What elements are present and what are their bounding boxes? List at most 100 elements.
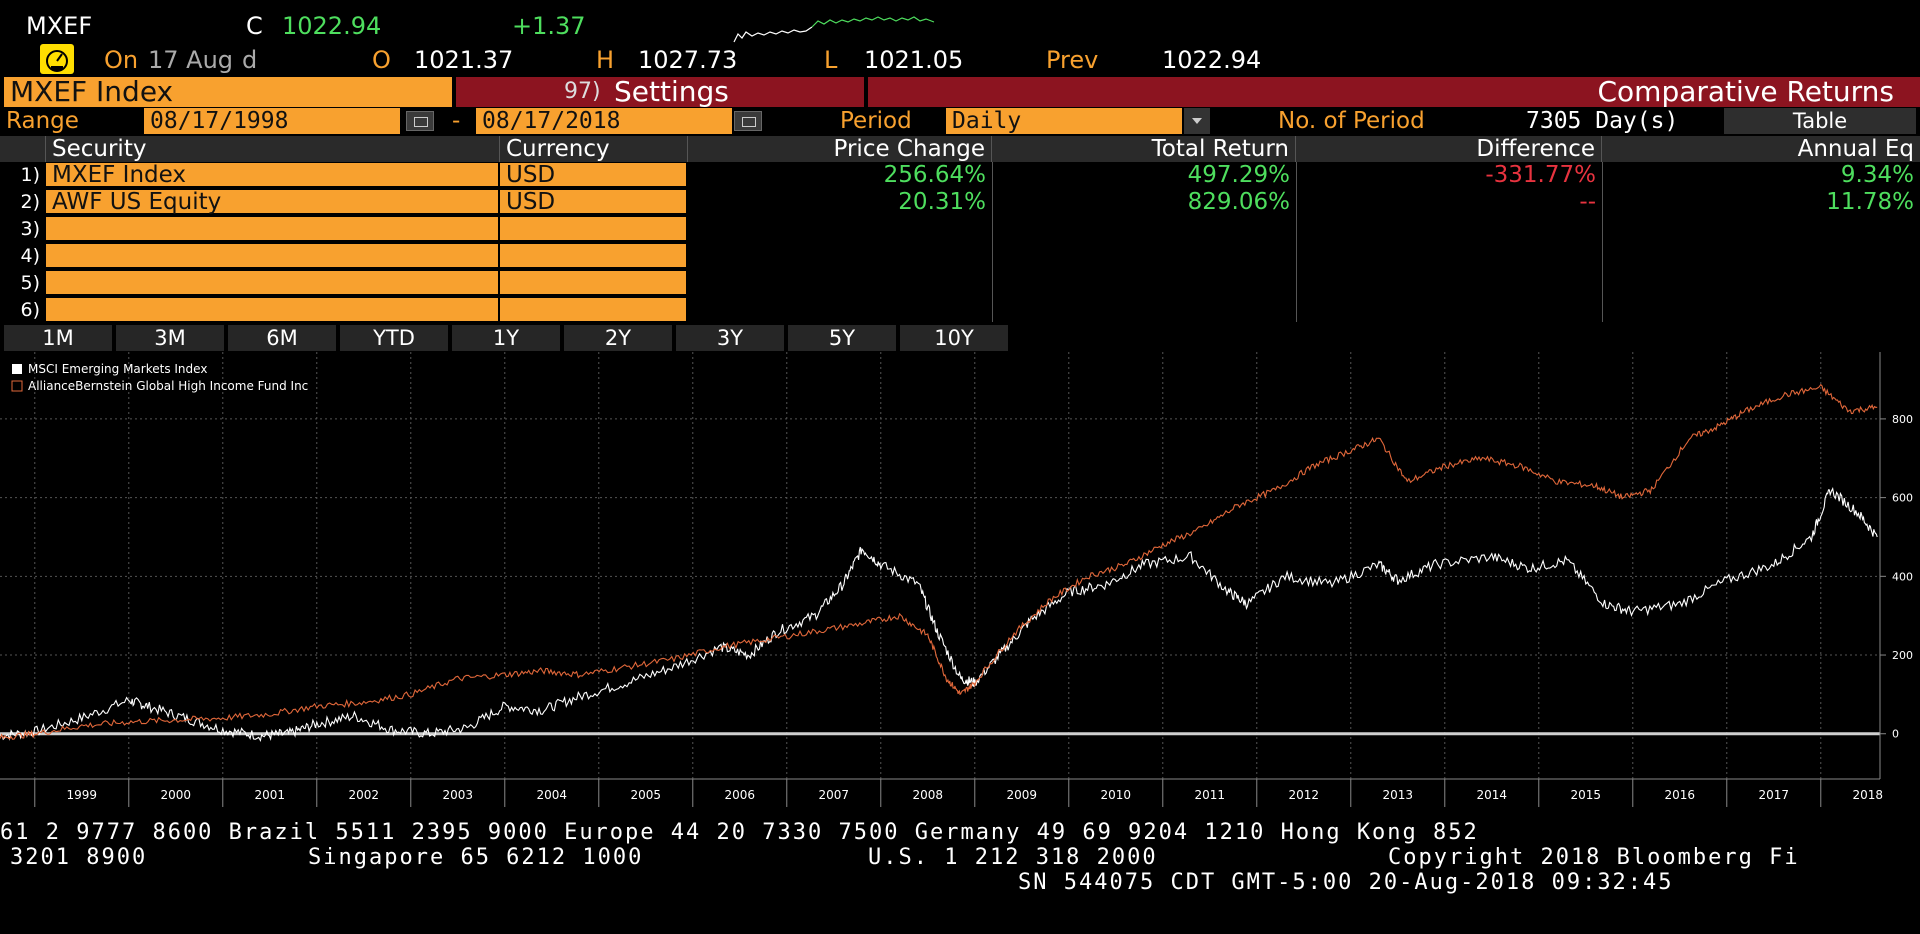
footer-contacts: 61 2 9777 8600 Brazil 5511 2395 9000 Eur…	[0, 820, 1479, 845]
period-button-2y[interactable]: 2Y	[564, 325, 674, 351]
currency-cell[interactable]: USD	[500, 163, 686, 188]
quote-date: 17 Aug	[148, 46, 234, 74]
row-number: 2)	[20, 191, 40, 213]
currency-cell[interactable]: USD	[500, 190, 686, 215]
row-number: 1)	[20, 164, 40, 186]
currency-cell[interactable]	[500, 217, 686, 242]
title-bar: Comparative Returns	[868, 77, 1920, 107]
total-return-cell: 829.06%	[1187, 189, 1290, 215]
header-blank	[0, 136, 46, 162]
x-tick-label: 2016	[1665, 788, 1696, 802]
table-button[interactable]: Table	[1724, 108, 1916, 134]
prev-label: Prev	[1046, 46, 1099, 74]
range-dash: -	[452, 108, 461, 134]
x-tick-label: 2005	[631, 788, 662, 802]
currency-cell[interactable]	[500, 271, 686, 296]
prev-value: 1022.94	[1162, 46, 1262, 74]
legend-label-fund: AllianceBernstein Global High Income Fun…	[28, 379, 308, 393]
range-end-input[interactable]: 08/17/2018	[476, 108, 732, 134]
column-divider	[992, 162, 993, 322]
security-field-text: MXEF Index	[10, 75, 174, 108]
currency-cell[interactable]	[500, 298, 686, 323]
low-label: L	[824, 46, 838, 74]
col-annual-eq[interactable]: Annual Eq	[1602, 136, 1920, 162]
period-select[interactable]: Daily	[946, 108, 1182, 134]
col-price-change[interactable]: Price Change	[688, 136, 992, 162]
footer-copyright: Copyright 2018 Bloomberg Fi	[1388, 845, 1800, 870]
high-value: 1027.73	[638, 46, 738, 74]
period-button-3y[interactable]: 3Y	[676, 325, 786, 351]
security-cell[interactable]: AWF US Equity	[46, 190, 498, 215]
x-tick-label: 2014	[1477, 788, 1508, 802]
total-return-cell: 497.29%	[1187, 162, 1290, 188]
page-title: Comparative Returns	[1597, 75, 1894, 108]
period-button-5y[interactable]: 5Y	[788, 325, 898, 351]
num-period-label: No. of Period	[1278, 108, 1425, 134]
settings-label: Settings	[614, 75, 729, 108]
period-button-3m[interactable]: 3M	[116, 325, 226, 351]
col-total-return[interactable]: Total Return	[992, 136, 1296, 162]
col-currency[interactable]: Currency	[500, 136, 688, 162]
period-button-ytd[interactable]: YTD	[340, 325, 450, 351]
x-tick-label: 2000	[161, 788, 192, 802]
x-tick-label: 2017	[1759, 788, 1790, 802]
period-button-6m[interactable]: 6M	[228, 325, 338, 351]
x-tick-label: 2001	[255, 788, 286, 802]
x-tick-label: 2002	[349, 788, 380, 802]
range-start-input[interactable]: 08/17/1998	[144, 108, 400, 134]
x-tick-label: 2015	[1571, 788, 1602, 802]
chevron-down-icon[interactable]	[1184, 108, 1210, 134]
gauge-icon[interactable]	[40, 44, 74, 74]
high-label: H	[596, 46, 615, 74]
security-cell[interactable]	[46, 244, 498, 269]
price-change-cell: 20.31%	[898, 189, 986, 215]
security-cell[interactable]	[46, 298, 498, 323]
x-tick-label: 2009	[1007, 788, 1038, 802]
footer-session: SN 544075 CDT GMT-5:00 20-Aug-2018 09:32…	[1018, 870, 1674, 895]
row-number: 3)	[20, 218, 40, 240]
annual-eq-cell: 11.78%	[1826, 189, 1914, 215]
low-value: 1021.05	[864, 46, 964, 74]
currency-cell[interactable]	[500, 244, 686, 269]
comparative-returns-chart[interactable]: 1999 2000 2001 2002 2003 2004 2005 2006 2007 2008…	[0, 352, 1920, 812]
annual-eq-cell: 9.34%	[1840, 162, 1914, 188]
row-number: 6)	[20, 299, 40, 321]
legend-label-index: MSCI Emerging Markets Index	[28, 362, 207, 376]
column-divider	[1296, 162, 1297, 322]
close-label: C	[246, 12, 263, 40]
calendar-icon[interactable]	[406, 111, 434, 131]
num-period-value: 7305 Day(s)	[1526, 108, 1679, 134]
security-field[interactable]: MXEF Index	[4, 77, 452, 107]
difference-cell: --	[1579, 189, 1596, 215]
x-tick-label: 2004	[537, 788, 568, 802]
x-tick-label: 2006	[725, 788, 756, 802]
footer-contact-singapore: Singapore 65 6212 1000	[308, 845, 644, 870]
security-cell[interactable]	[46, 217, 498, 242]
col-difference[interactable]: Difference	[1296, 136, 1602, 162]
y-tick-label: 400	[1892, 570, 1913, 583]
ticker-symbol: MXEF	[26, 12, 93, 40]
series-line-index	[0, 487, 1878, 743]
column-divider	[1602, 162, 1603, 322]
y-tick-label: 200	[1892, 649, 1913, 662]
legend-swatch-index	[12, 364, 22, 374]
x-tick-label: 2011	[1195, 788, 1226, 802]
series-line-fund	[0, 383, 1878, 740]
x-tick-label: 2012	[1289, 788, 1320, 802]
open-value: 1021.37	[414, 46, 514, 74]
row-number: 5)	[20, 272, 40, 294]
settings-number: 97)	[564, 79, 601, 104]
settings-button[interactable]: 97) Settings	[456, 77, 864, 107]
y-tick-label: 600	[1892, 492, 1913, 505]
col-security[interactable]: Security	[46, 136, 500, 162]
range-label: Range	[6, 108, 79, 134]
sparkline	[733, 16, 935, 43]
period-button-10y[interactable]: 10Y	[900, 325, 1010, 351]
security-cell[interactable]: MXEF Index	[46, 163, 498, 188]
period-button-1y[interactable]: 1Y	[452, 325, 562, 351]
difference-cell: -331.77%	[1485, 162, 1596, 188]
security-cell[interactable]	[46, 271, 498, 296]
period-label: Period	[840, 108, 912, 134]
calendar-icon[interactable]	[734, 111, 762, 131]
period-button-1m[interactable]: 1M	[4, 325, 114, 351]
